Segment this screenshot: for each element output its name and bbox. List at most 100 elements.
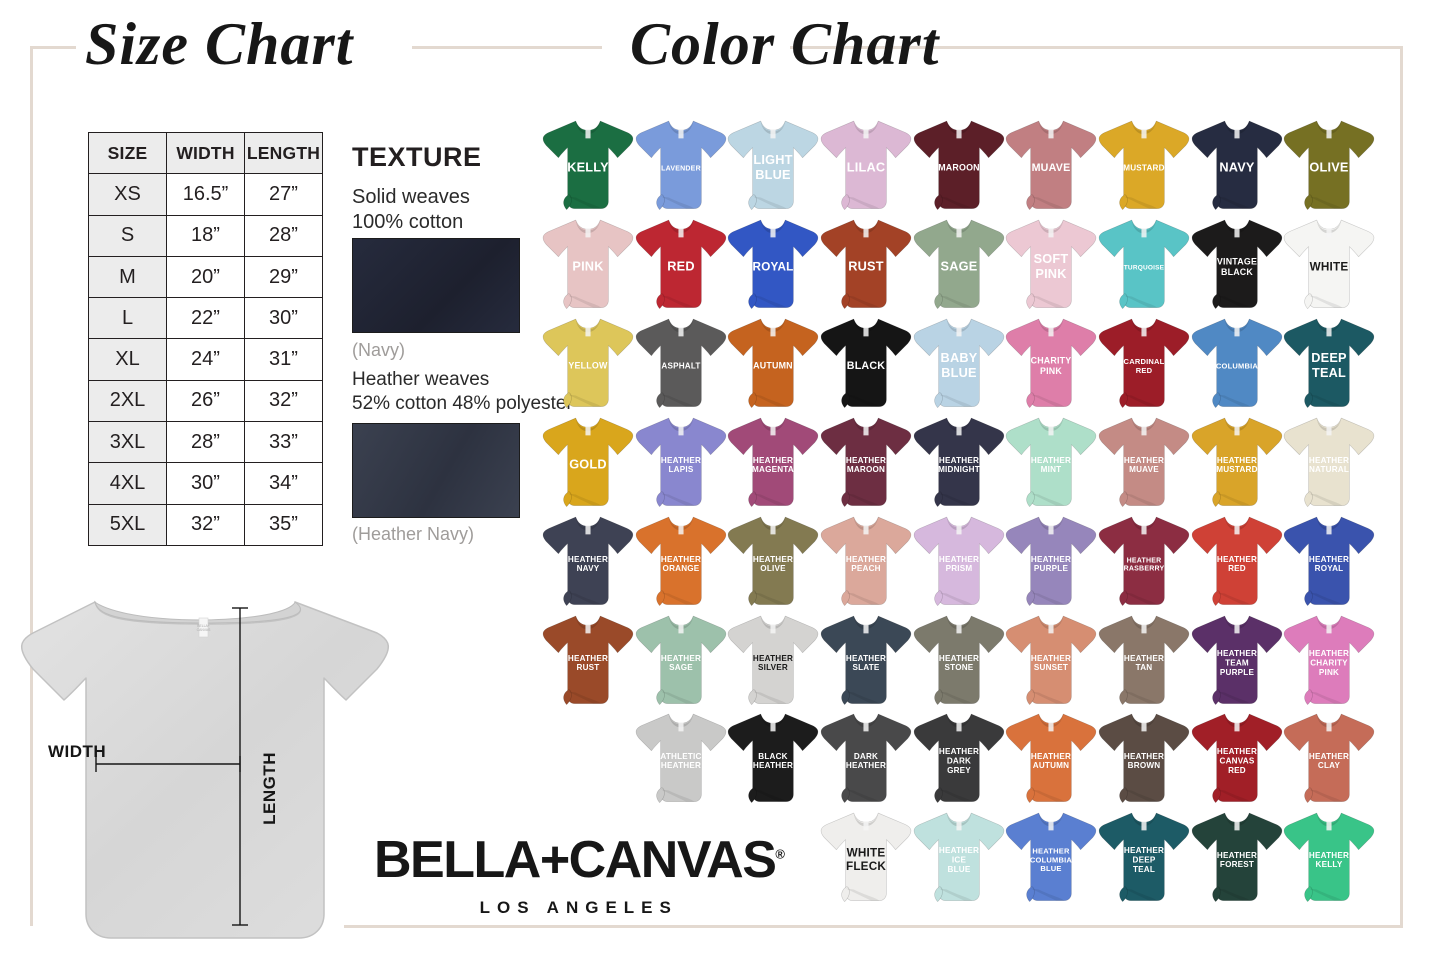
- svg-text:SLATE: SLATE: [852, 663, 879, 672]
- svg-text:LAVENDER: LAVENDER: [661, 165, 701, 172]
- svg-text:YELLOW: YELLOW: [568, 360, 608, 370]
- svg-text:FOREST: FOREST: [1220, 861, 1254, 870]
- svg-text:HEATHER: HEATHER: [939, 747, 979, 756]
- svg-text:PURPLE: PURPLE: [1034, 564, 1069, 573]
- svg-text:HEATHER: HEATHER: [1217, 554, 1257, 563]
- svg-text:HEATHER: HEATHER: [753, 456, 793, 465]
- svg-text:HEATHER: HEATHER: [939, 456, 979, 465]
- svg-text:HEATHER: HEATHER: [939, 653, 979, 662]
- svg-text:HEATHER: HEATHER: [568, 653, 608, 662]
- svg-text:SILVER: SILVER: [758, 663, 788, 672]
- svg-text:HEATHER: HEATHER: [753, 554, 793, 563]
- svg-text:GREY: GREY: [947, 766, 971, 775]
- svg-text:MUSTARD: MUSTARD: [1123, 164, 1164, 173]
- svg-text:HEATHER: HEATHER: [1031, 554, 1071, 563]
- svg-text:HEATHER: HEATHER: [846, 762, 886, 771]
- svg-text:TEAM: TEAM: [1225, 658, 1249, 667]
- svg-text:KELLY: KELLY: [567, 159, 609, 174]
- svg-text:HEATHER: HEATHER: [753, 653, 793, 662]
- svg-text:SAGE: SAGE: [669, 663, 693, 672]
- svg-text:HEATHER: HEATHER: [1217, 851, 1257, 860]
- svg-text:HEATHER: HEATHER: [939, 846, 979, 855]
- svg-text:LILAC: LILAC: [847, 159, 885, 174]
- svg-text:PINK: PINK: [1319, 668, 1339, 677]
- svg-text:HEATHER: HEATHER: [939, 554, 979, 563]
- svg-text:PINK: PINK: [1040, 366, 1062, 376]
- svg-text:HEATHER: HEATHER: [1217, 747, 1257, 756]
- svg-text:HEATHER: HEATHER: [753, 762, 793, 771]
- svg-text:DARK: DARK: [854, 752, 878, 761]
- svg-text:HEATHER: HEATHER: [1309, 649, 1349, 658]
- svg-text:RED: RED: [1228, 564, 1246, 573]
- svg-text:HEATHER: HEATHER: [1217, 649, 1257, 658]
- svg-text:AUTUMN: AUTUMN: [1033, 762, 1069, 771]
- svg-text:WHITE: WHITE: [847, 847, 886, 860]
- svg-text:HEATHER: HEATHER: [1031, 752, 1071, 761]
- svg-text:ROYAL: ROYAL: [753, 260, 794, 273]
- svg-text:MAROON: MAROON: [938, 163, 980, 173]
- svg-text:PEACH: PEACH: [851, 564, 880, 573]
- svg-text:SUNSET: SUNSET: [1034, 663, 1068, 672]
- svg-text:HEATHER: HEATHER: [1031, 653, 1071, 662]
- svg-text:ATHLETIC: ATHLETIC: [660, 752, 701, 761]
- svg-text:TURQUOISE: TURQUOISE: [1124, 264, 1165, 271]
- svg-text:AUTUMN: AUTUMN: [753, 360, 793, 370]
- svg-text:PINK: PINK: [572, 258, 604, 273]
- svg-text:CHARITY: CHARITY: [1031, 355, 1072, 365]
- svg-text:SAGE: SAGE: [940, 258, 977, 273]
- svg-text:ASPHALT: ASPHALT: [661, 361, 700, 370]
- svg-text:HEATHER: HEATHER: [1033, 847, 1071, 856]
- svg-text:HEATHER: HEATHER: [661, 653, 701, 662]
- svg-text:PRISM: PRISM: [945, 564, 972, 573]
- svg-text:HEATHER: HEATHER: [661, 456, 701, 465]
- svg-text:DARK: DARK: [946, 757, 970, 766]
- svg-text:HEATHER: HEATHER: [846, 554, 886, 563]
- svg-text:MAGENTA: MAGENTA: [752, 465, 794, 474]
- svg-text:TEAL: TEAL: [1312, 365, 1346, 380]
- svg-text:HEATHER: HEATHER: [1124, 653, 1164, 662]
- svg-text:OLIVE: OLIVE: [761, 564, 787, 573]
- svg-text:HEATHER: HEATHER: [661, 554, 701, 563]
- svg-text:BLACK: BLACK: [1221, 267, 1253, 277]
- svg-text:HEATHER: HEATHER: [1309, 752, 1349, 761]
- svg-text:MINT: MINT: [1041, 465, 1062, 474]
- svg-text:HEATHER: HEATHER: [846, 456, 886, 465]
- svg-text:NAVY: NAVY: [577, 564, 600, 573]
- svg-text:CARDINAL: CARDINAL: [1123, 357, 1164, 366]
- svg-text:BLACK: BLACK: [759, 752, 788, 761]
- svg-text:HEATHER: HEATHER: [846, 653, 886, 662]
- svg-text:LIGHT: LIGHT: [754, 152, 793, 167]
- svg-text:RED: RED: [1136, 366, 1153, 375]
- svg-text:NATURAL: NATURAL: [1309, 465, 1349, 474]
- svg-text:COLUMBIA: COLUMBIA: [1216, 361, 1258, 370]
- svg-text:RED: RED: [1228, 766, 1246, 775]
- svg-text:DEEP: DEEP: [1132, 856, 1155, 865]
- svg-text:HEATHER: HEATHER: [1217, 456, 1257, 465]
- svg-text:HEATHER: HEATHER: [1309, 554, 1349, 563]
- svg-text:VINTAGE: VINTAGE: [1217, 256, 1257, 266]
- svg-text:NAVY: NAVY: [1219, 159, 1255, 174]
- svg-text:STONE: STONE: [944, 663, 973, 672]
- svg-text:CANVAS: CANVAS: [197, 628, 211, 632]
- svg-text:FLECK: FLECK: [846, 860, 886, 873]
- svg-text:HEATHER: HEATHER: [1309, 851, 1349, 860]
- svg-text:RUST: RUST: [577, 663, 600, 672]
- svg-text:DEEP: DEEP: [1311, 350, 1347, 365]
- svg-text:LAPIS: LAPIS: [668, 465, 693, 474]
- svg-text:MUAVE: MUAVE: [1032, 162, 1071, 174]
- svg-text:BLUE: BLUE: [941, 365, 976, 380]
- svg-text:PINK: PINK: [1036, 266, 1068, 281]
- svg-text:HEATHER: HEATHER: [1031, 456, 1071, 465]
- svg-text:CANVAS: CANVAS: [1219, 757, 1254, 766]
- svg-text:HEATHER: HEATHER: [1124, 456, 1164, 465]
- svg-text:MUAVE: MUAVE: [1129, 465, 1159, 474]
- svg-text:BLUE: BLUE: [947, 865, 970, 874]
- svg-text:HEATHER: HEATHER: [568, 554, 608, 563]
- svg-text:BLUE: BLUE: [756, 167, 791, 182]
- svg-text:ROYAL: ROYAL: [1315, 564, 1344, 573]
- svg-text:BLUE: BLUE: [1041, 865, 1062, 874]
- svg-text:TEAL: TEAL: [1133, 865, 1155, 874]
- svg-text:ICE: ICE: [952, 856, 967, 865]
- svg-text:MUSTARD: MUSTARD: [1216, 465, 1257, 474]
- svg-text:ORANGE: ORANGE: [662, 564, 699, 573]
